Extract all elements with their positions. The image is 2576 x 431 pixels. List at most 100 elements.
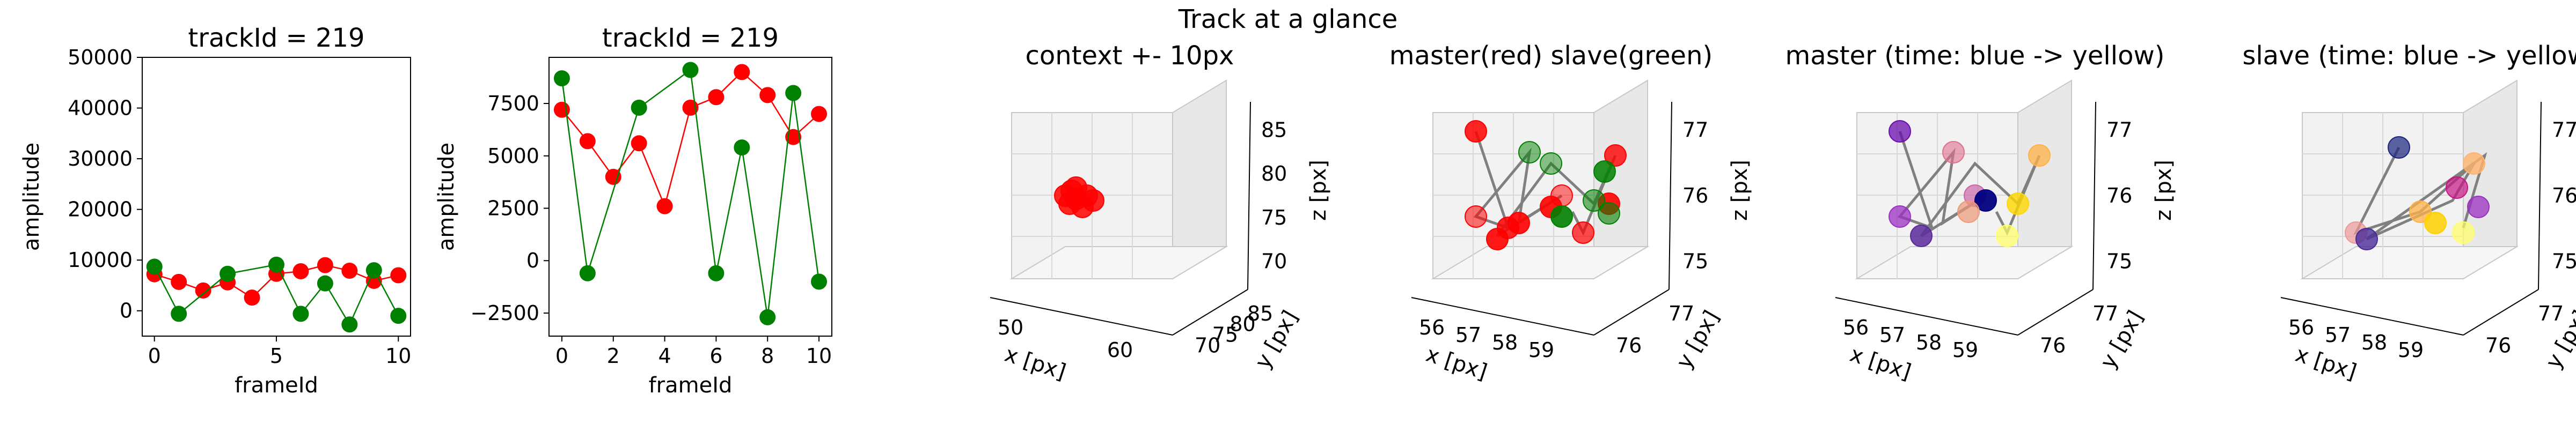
3d-chart-3: master (time: blue -> yellow) 56 57 58 59 76 7… xyxy=(1785,41,2176,385)
x-axis-line xyxy=(1835,297,2018,336)
z-tick-label: 80 xyxy=(1261,162,1287,185)
z-tick-label: 76 xyxy=(2106,184,2132,207)
x-tick-label: 0 xyxy=(555,344,568,368)
data-point xyxy=(759,309,776,325)
data-point xyxy=(759,87,776,103)
y-tick-label: 7500 xyxy=(487,92,539,115)
y-tick-label: 10000 xyxy=(68,248,133,272)
x-tick-label: 50 xyxy=(998,316,1023,339)
data-point xyxy=(2355,228,2378,250)
z-tick-label: 75 xyxy=(2552,250,2576,273)
x-axis-label: frameId xyxy=(649,373,733,398)
data-point xyxy=(2388,136,2410,159)
data-point xyxy=(195,282,211,299)
chart-title: trackId = 219 xyxy=(602,23,779,53)
y-axis-label: amplitude xyxy=(19,143,44,251)
data-point xyxy=(1465,120,1487,143)
data-point xyxy=(1518,141,1541,164)
z-axis-line xyxy=(1247,101,1251,290)
x-tick-label: 56 xyxy=(1419,316,1445,339)
y-tick-label: 0 xyxy=(526,249,539,272)
z-axis-label: z [px] xyxy=(1728,160,1752,221)
z-axis-label: z [px] xyxy=(1306,160,1331,221)
y-tick-label: 77 xyxy=(2092,302,2118,325)
data-point xyxy=(390,308,407,324)
data-point xyxy=(1507,212,1530,234)
y-axis-line xyxy=(2463,289,2539,336)
chart-title: master (time: blue -> yellow) xyxy=(1785,41,2165,71)
data-point xyxy=(2028,144,2051,167)
z-axis-line xyxy=(2092,101,2096,290)
data-point xyxy=(2463,152,2485,175)
z-tick-label: 76 xyxy=(2552,184,2576,207)
data-point xyxy=(785,85,802,101)
data-point xyxy=(1465,205,1487,228)
y-axis-line xyxy=(1593,289,1670,336)
data-point xyxy=(1550,205,1573,228)
pane-floor xyxy=(1855,246,2074,279)
data-point xyxy=(1910,225,1933,247)
x-tick-label: 59 xyxy=(1952,338,1978,362)
x-tick-label: 59 xyxy=(1528,338,1554,362)
pane-floor xyxy=(1431,246,1650,279)
data-point xyxy=(268,256,284,273)
data-point xyxy=(656,198,673,214)
data-point xyxy=(292,263,309,279)
amplitude-chart-1: trackId = 219 0 5 10 0 10000 20000 30000 40000 50… xyxy=(19,23,411,398)
x-tick-label: 10 xyxy=(806,344,832,368)
z-tick-label: 75 xyxy=(1682,250,1708,273)
x-tick-label: 0 xyxy=(148,344,161,368)
y-tick-label: 30000 xyxy=(68,147,133,170)
plot-frame xyxy=(142,57,411,337)
y-tick-label: 2500 xyxy=(487,197,539,220)
x-tick-label: 2 xyxy=(607,344,620,368)
pane-floor xyxy=(2300,246,2519,279)
z-axis-label: z [px] xyxy=(2151,160,2176,221)
z-tick-label: 75 xyxy=(2106,250,2132,273)
data-point xyxy=(708,89,724,106)
y-axis-line xyxy=(1172,289,1248,336)
z-tick-label: 76 xyxy=(1682,184,1708,207)
data-point xyxy=(171,273,187,290)
data-point xyxy=(1974,189,1997,212)
x-axis-label: x [px] xyxy=(2292,342,2359,385)
3d-chart-2: master(red) slave(green) 56 57 58 59 76 77 75 76… xyxy=(1389,41,1752,385)
data-point xyxy=(734,139,750,156)
x-tick-label: 58 xyxy=(2361,331,2387,354)
data-point xyxy=(1996,225,2018,247)
data-point xyxy=(171,306,187,322)
data-point xyxy=(1082,189,1104,212)
data-point xyxy=(219,265,236,282)
z-tick-label: 85 xyxy=(1261,118,1287,142)
data-point xyxy=(631,135,647,152)
3d-chart-4: slave (time: blue -> yellow) 56 57 58 59 76 77… xyxy=(2242,41,2576,385)
x-tick-label: 59 xyxy=(2398,338,2424,362)
y-tick-label: 77 xyxy=(1668,302,1694,325)
figure-suptitle: Track at a glance xyxy=(1178,4,1398,34)
chart-title: slave (time: blue -> yellow) xyxy=(2242,41,2576,71)
x-axis-line xyxy=(2280,297,2464,336)
data-point xyxy=(811,106,828,122)
y-tick-label: 70 xyxy=(1195,333,1220,357)
z-tick-label: 77 xyxy=(2106,118,2132,142)
y-tick-label: 77 xyxy=(2538,302,2564,325)
x-tick-label: 57 xyxy=(2325,323,2351,347)
x-tick-label: 60 xyxy=(1107,338,1133,362)
y-tick-label: 40000 xyxy=(68,96,133,120)
y-tick-label: 76 xyxy=(2040,333,2066,357)
z-axis-line xyxy=(1668,101,1672,290)
data-point xyxy=(811,273,828,290)
series-line-1 xyxy=(561,71,819,209)
y-tick-label: 5000 xyxy=(487,144,539,168)
data-point xyxy=(1486,228,1509,250)
amplitude-chart-2: trackId = 219 0 2 4 6 8 10 −2500 0 2500 5000 7500 fr… xyxy=(434,23,832,398)
x-axis-label: x [px] xyxy=(1847,342,1914,385)
data-point xyxy=(2424,212,2447,234)
data-point xyxy=(317,275,333,292)
data-point xyxy=(390,267,407,284)
y-tick-label: 20000 xyxy=(68,198,133,221)
x-axis-line xyxy=(990,297,1173,336)
data-point xyxy=(365,262,382,279)
